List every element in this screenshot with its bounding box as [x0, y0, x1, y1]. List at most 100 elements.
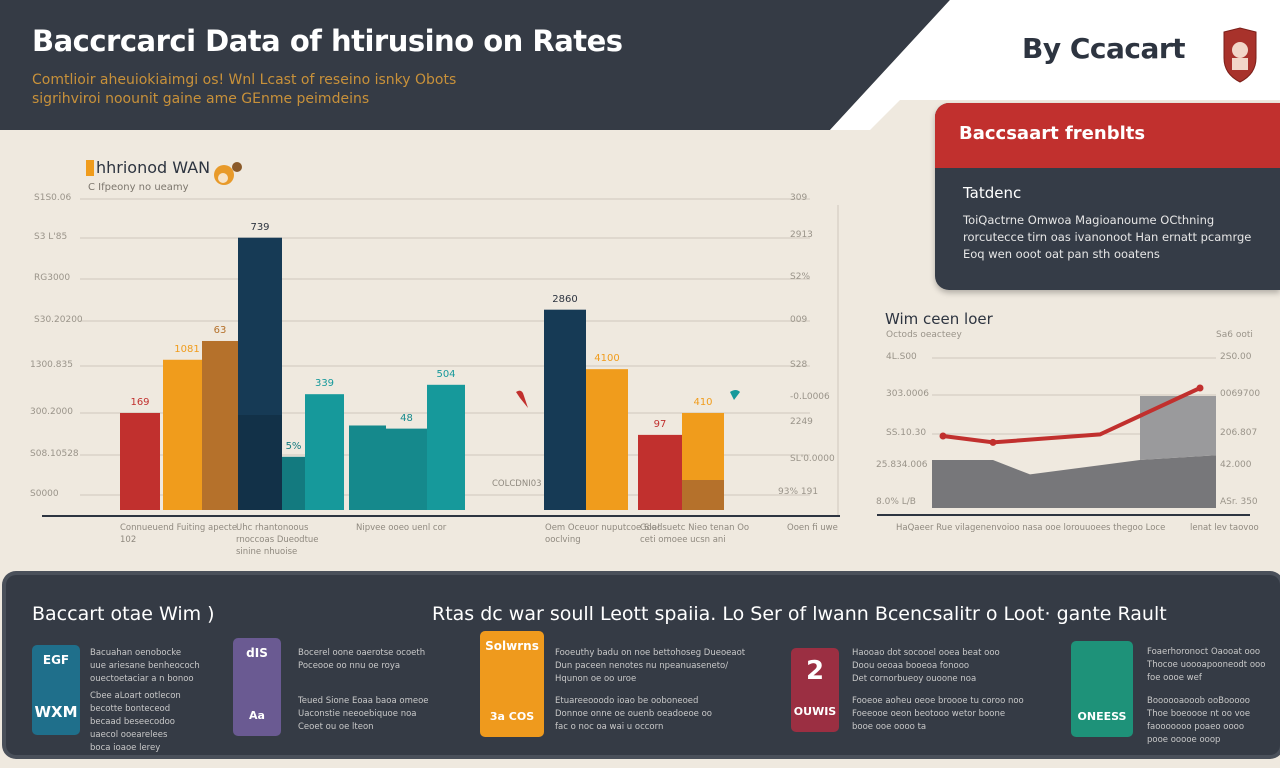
y-tick-left: RG3000: [34, 273, 71, 283]
tile-top-label: EGF: [42, 653, 70, 667]
card-subheading: Tatdenc: [963, 184, 1022, 202]
item-tile[interactable]: ONEESS: [1071, 641, 1133, 737]
item-text-2: Teued Sione Eoaa baoa omeoe Uaconstie ne…: [298, 696, 429, 732]
y-tick-right: 309: [790, 193, 808, 203]
y-tick-left: S1S0.06: [34, 193, 72, 203]
bar: [238, 237, 282, 510]
tile-top-label: 2: [805, 656, 825, 686]
tile-label: WXM: [34, 703, 78, 721]
y-tick-left: S30.20200: [34, 315, 83, 325]
item-text-1: Fooeuthy badu on noe bettohoseg Dueoeaot…: [555, 648, 746, 684]
y-tick-left: 300.2000: [30, 407, 73, 417]
page-title: Baccrcarci Data of htirusino on Rates: [32, 24, 623, 58]
tile-top-label: dIS: [246, 646, 268, 660]
shield-logo-icon: [1223, 27, 1257, 83]
bar-data-label: 504: [436, 368, 456, 380]
y-tick-right: S28: [790, 360, 808, 370]
bar-data-label: 97: [653, 418, 667, 430]
bottom-title-left: Baccart otae Wim ): [32, 603, 215, 625]
bar-data-label: 2860: [552, 293, 578, 305]
bar-data-label: 169: [130, 396, 150, 408]
y-tick-left: 25.834.006: [876, 460, 928, 470]
y-tick-left: 8.0% L/B: [876, 497, 916, 507]
bar-data-label: 48: [400, 412, 413, 424]
y-tick-right: ASr. 350: [1220, 497, 1258, 507]
bar-chart: [42, 198, 840, 517]
y-tick-left: S3 L'85: [34, 232, 68, 242]
x-label: Connueuend Fuiting apecte 102: [120, 523, 238, 545]
tile-top-label: Solwrns: [485, 639, 539, 653]
x-label: lenat lev taovoo: [1190, 523, 1259, 533]
item-text-2: Boooooaooob ooBooooo Thoe boeoooe nt oo …: [1147, 696, 1251, 745]
y-tick-right: 42.000: [1220, 460, 1252, 470]
bar: [586, 369, 628, 510]
bar-data-label: 1081: [174, 343, 200, 355]
bar: [386, 428, 427, 510]
area-lower: [932, 455, 1216, 508]
subtitle-line-1: Comtlioir aheuiokiaimgi os! Wnl Lcast of…: [32, 72, 457, 88]
tile-label: Aa: [249, 709, 265, 722]
bar-data-label: 739: [250, 221, 270, 233]
line-chart-title: Wim ceen loer: [885, 310, 993, 328]
bar-shade: [238, 415, 282, 510]
y-tick-left: S08.10528: [30, 449, 79, 459]
trends-card: Baccsaart frenblts Tatdenc ToiQactrne Om…: [935, 103, 1280, 290]
y-tick-right: 009: [790, 315, 808, 325]
y-tick-right: 2S0.00: [1220, 352, 1252, 362]
x-label: Ooen fi uwe: [787, 523, 838, 533]
item-text-2: Fooeoe aoheu oeoe broooe tu coroo noo Fo…: [852, 696, 1024, 732]
bar: [427, 384, 465, 510]
title-marker: [86, 160, 94, 176]
bar-data-label: 410: [693, 396, 713, 408]
item-tile[interactable]: 2 OUWIS: [791, 648, 839, 732]
item-text-2: Cbee aLoart ootlecon becotte bonteceod b…: [90, 691, 181, 753]
bar-chart-title: hhrionod WAN: [96, 158, 211, 177]
y-tick-right: 93% 191: [778, 487, 819, 497]
tile-label: 3a COS: [489, 710, 535, 723]
line-point: [1196, 384, 1204, 392]
bar: [120, 412, 160, 510]
line-point: [989, 438, 997, 446]
y-tick-right: 0069700: [1220, 389, 1261, 399]
y-tick-right: 2913: [790, 230, 813, 240]
bar-data-label: 63: [213, 324, 227, 336]
bar-data-label: 5%: [285, 440, 302, 452]
bar: [544, 309, 586, 510]
y-tick-right: SL'0.0000: [790, 454, 835, 464]
y-tick-right: 2249: [790, 417, 813, 427]
item-text-1: Foaerhoronoct Oaooat ooo Thocoe uoooapoo…: [1147, 647, 1266, 683]
item-tile[interactable]: dIS Aa: [233, 638, 281, 736]
item-text-1: Bacuahan oenobocke uue ariesane benheoco…: [90, 648, 200, 684]
line-point: [939, 432, 947, 440]
item-text-1: Haooao dot socooel ooea beat ooo Doou oe…: [852, 648, 1000, 684]
y-tick-left: 4L.S00: [886, 352, 917, 362]
bar: [282, 456, 305, 510]
card-heading: Baccsaart frenblts: [935, 103, 1280, 168]
line-chart-right-header: Sa6 ooti: [1216, 330, 1253, 340]
bar: [305, 394, 344, 510]
line-chart-subtitle: Octods oeacteey: [886, 330, 962, 340]
x-label: Nipvee ooeo uenl cor: [356, 523, 447, 533]
y-tick-right: S2%: [790, 272, 810, 282]
x-label: COLCDNI03: [492, 479, 542, 489]
item-text-2: Etuareeooodo ioao be ooboneoed Donnoe on…: [555, 696, 712, 732]
item-tile[interactable]: EGF WXM: [32, 645, 80, 735]
y-tick-left: SS.10.30: [886, 428, 927, 438]
y-tick-left: 303.0006: [886, 389, 929, 399]
item-text-1: Bocerel oone oaerotse ocoeth Poceooe oo …: [298, 648, 426, 671]
bar-data-label: 339: [314, 378, 335, 390]
x-label: Oem Oceuor nuputcoe Sla! ooclving: [545, 523, 661, 545]
bottom-panel: [6, 575, 1280, 755]
line-chart: [877, 357, 1250, 516]
bar-segment: [682, 480, 724, 510]
item-tile[interactable]: Solwrns 3a COS: [480, 631, 544, 737]
header-banner: [0, 0, 1280, 130]
brand-name: By Ccacart: [1022, 32, 1186, 65]
bar: [202, 340, 238, 510]
y-tick-right: -0.L0006: [790, 392, 830, 402]
x-label: Goodsuetc Nieo tenan Oo ceti omoee ucsn …: [640, 523, 750, 545]
line-series: [942, 386, 1201, 445]
x-label: HaQaeer Rue vilagenenvoioo nasa ooe loro…: [896, 523, 1166, 533]
bar: [638, 434, 682, 510]
subtitle-line-2: sigrihviroi noounit gaine ame GEnme peim…: [32, 91, 370, 107]
